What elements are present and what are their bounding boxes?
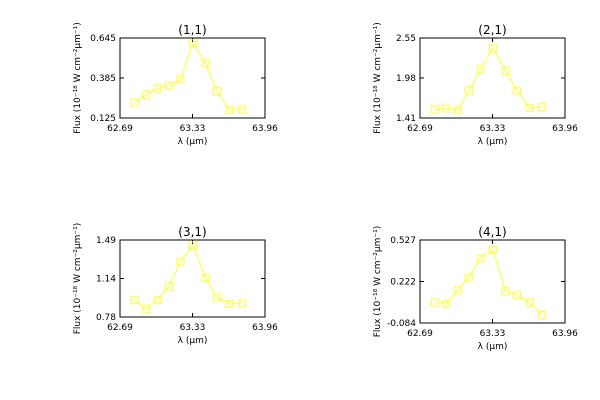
- x-tick-label: 62.69: [407, 124, 433, 134]
- x-axis-label: λ (μm): [478, 137, 508, 147]
- data-point-marker: [165, 81, 174, 90]
- data-point-marker: [538, 310, 547, 319]
- data-point-marker: [525, 104, 534, 113]
- data-point-marker: [201, 59, 210, 68]
- y-tick-label: 0.125: [90, 114, 116, 124]
- data-point-marker: [501, 66, 510, 75]
- data-point-marker: [176, 75, 185, 84]
- x-axis-label: λ (μm): [178, 137, 208, 147]
- data-point-marker: [430, 105, 439, 114]
- y-tick-label: 0.385: [90, 74, 116, 84]
- data-point-marker: [165, 282, 174, 291]
- data-point-marker: [189, 39, 198, 48]
- x-tick-label: 63.33: [180, 323, 206, 333]
- data-point-marker: [476, 254, 485, 263]
- x-tick-label: 63.96: [252, 124, 278, 134]
- y-axis-label: Flux (10⁻¹⁸ W cm⁻²μm⁻¹): [73, 223, 83, 335]
- data-point-marker: [176, 257, 185, 266]
- data-point-marker: [130, 296, 139, 305]
- data-point-marker: [238, 299, 247, 308]
- data-point-marker: [142, 90, 151, 99]
- y-tick-label: 0.527: [390, 236, 416, 246]
- data-point-marker: [442, 300, 451, 309]
- y-axis-label: Flux (10⁻¹⁸ W cm⁻²μm⁻¹): [373, 22, 383, 134]
- series-line: [134, 42, 243, 111]
- y-tick-label: 1.14: [96, 275, 116, 285]
- x-tick-label: 62.69: [107, 323, 133, 333]
- panel-1: (1,1) 62.69 63.33 63.96 0.125 0.385 0.645 λ (μm…: [73, 22, 278, 147]
- data-point-marker: [213, 87, 222, 96]
- axes-frame: [419, 239, 566, 324]
- x-tick-label: 62.69: [407, 329, 433, 339]
- data-point-marker: [513, 86, 522, 95]
- data-point-marker: [453, 106, 462, 115]
- data-point-marker: [238, 105, 247, 114]
- data-point-marker: [130, 98, 139, 107]
- data-point-marker: [513, 291, 522, 300]
- data-point-marker: [442, 104, 451, 113]
- panel-title: (2,1): [478, 23, 506, 37]
- panel-4: (4,1) 62.69 63.33 63.96 -0.084 0.222 0.527 λ (μ…: [373, 225, 578, 352]
- data-point-marker: [538, 103, 547, 112]
- x-tick-label: 63.33: [480, 124, 506, 134]
- y-tick-label: 1.41: [396, 114, 416, 124]
- series-line: [434, 47, 543, 111]
- data-point-marker: [501, 287, 510, 296]
- data-point-marker: [153, 296, 162, 305]
- data-point-marker: [489, 245, 498, 254]
- panel-title: (3,1): [178, 225, 206, 239]
- data-point-marker: [225, 106, 234, 115]
- x-axis-label: λ (μm): [178, 336, 208, 346]
- series-line: [434, 248, 543, 316]
- panel-title: (1,1): [178, 23, 206, 37]
- panel-title: (4,1): [478, 225, 506, 239]
- data-point-marker: [213, 293, 222, 302]
- x-tick-label: 63.96: [252, 323, 278, 333]
- y-tick-label: 0.222: [390, 278, 416, 288]
- x-tick-label: 63.33: [480, 329, 506, 339]
- data-point-marker: [189, 241, 198, 250]
- x-tick-label: 63.96: [552, 124, 578, 134]
- series-line: [134, 244, 243, 311]
- y-axis-label: Flux (10⁻¹⁸ W cm⁻²μm⁻¹): [373, 226, 383, 338]
- x-axis-label: λ (μm): [478, 342, 508, 352]
- y-tick-label: 2.55: [396, 34, 416, 44]
- data-point-marker: [430, 298, 439, 307]
- data-point-marker: [201, 273, 210, 282]
- y-tick-label: 0.78: [96, 313, 116, 323]
- data-point-marker: [465, 86, 474, 95]
- panel-3: (3,1) 62.69 63.33 63.96 0.78 1.14 1.49 λ (μm) Fl…: [73, 223, 278, 346]
- x-tick-label: 63.33: [180, 124, 206, 134]
- panel-2: (2,1) 62.69 63.33 63.96 1.41 1.98 2.55 λ (μm) Fl…: [373, 22, 578, 147]
- y-tick-label: 1.49: [96, 236, 116, 246]
- x-tick-label: 62.69: [107, 124, 133, 134]
- y-axis-label: Flux (10⁻¹⁸ W cm⁻²μm⁻¹): [73, 22, 83, 134]
- data-point-marker: [465, 273, 474, 282]
- y-tick-label: 1.98: [396, 74, 416, 84]
- data-point-marker: [153, 84, 162, 93]
- data-point-marker: [489, 44, 498, 53]
- data-point-marker: [225, 299, 234, 308]
- data-point-marker: [453, 286, 462, 295]
- y-tick-label: -0.084: [387, 319, 416, 329]
- data-point-marker: [476, 65, 485, 74]
- x-tick-label: 63.96: [552, 329, 578, 339]
- y-tick-label: 0.645: [90, 34, 116, 44]
- data-point-marker: [142, 305, 151, 314]
- data-point-marker: [525, 298, 534, 307]
